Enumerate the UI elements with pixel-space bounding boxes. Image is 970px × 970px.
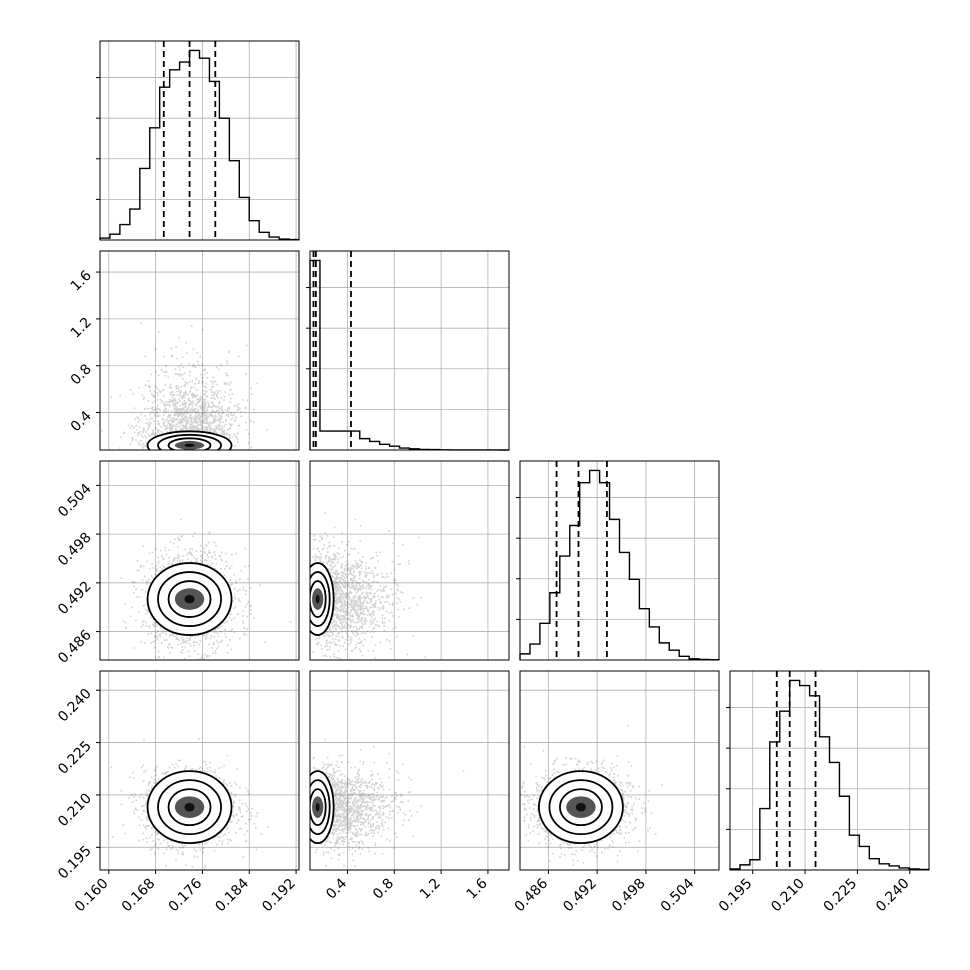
hist-panel-1: [306, 250, 510, 451]
histogram-step: [729, 679, 930, 871]
hist-panel-3: [726, 670, 930, 871]
panel-frame: [309, 460, 510, 661]
y-tick-label: 0.498: [55, 530, 95, 570]
x-tick-label: 1.6: [464, 875, 491, 902]
panel-frame: [99, 670, 300, 871]
y-tick-label: 0.492: [55, 578, 95, 618]
histogram-step: [99, 49, 300, 241]
scatter-panel-1-2: [310, 461, 509, 660]
panel-frame: [309, 250, 510, 451]
x-tick-label: 0.8: [370, 876, 397, 903]
density-peak: [315, 594, 320, 604]
scatter-points: [312, 738, 465, 867]
density-peak: [315, 802, 320, 812]
scatter-panel-1-3: [310, 671, 509, 870]
histogram-step: [519, 469, 720, 661]
y-tick-label: 0.195: [55, 843, 95, 883]
contours: [310, 770, 335, 845]
y-tick-label: 1.2: [68, 314, 95, 341]
contours: [146, 562, 233, 636]
y-tick-label: 0.240: [55, 686, 95, 726]
y-tick-label: 1.6: [68, 268, 95, 295]
scatter-points: [312, 512, 426, 660]
density-peak: [575, 802, 586, 812]
x-tick-label: 0.195: [716, 876, 756, 916]
x-tick-label: 0.4: [323, 875, 350, 902]
y-tick-label: 0.210: [55, 790, 95, 830]
y-tick-label: 0.4: [68, 408, 95, 435]
x-tick-label: 0.498: [609, 876, 649, 916]
x-tick-label: 0.486: [512, 875, 552, 915]
scatter-panel-0-1: [100, 251, 299, 450]
y-tick-label: 0.8: [68, 361, 95, 388]
x-tick-label: 0.492: [560, 876, 600, 916]
scatter-panel-0-2: [100, 461, 299, 660]
scatter-panel-2-3: [520, 671, 719, 870]
contour-line: [559, 788, 603, 827]
contour-line: [310, 571, 331, 627]
contour-line: [167, 437, 212, 450]
scatter-panel-0-3: [100, 671, 299, 870]
panel-frame: [309, 670, 510, 871]
contour-line: [548, 779, 614, 836]
contour-line: [157, 571, 222, 627]
histogram-step: [309, 259, 509, 451]
y-tick-label: 0.504: [55, 481, 95, 521]
contour-line: [310, 788, 327, 827]
hist-panel-2: [516, 460, 720, 661]
y-tick-label: 0.225: [55, 738, 95, 778]
contour-line: [167, 788, 212, 827]
contour-line: [310, 580, 327, 618]
x-tick-label: 0.168: [119, 876, 159, 916]
contour-line: [157, 433, 222, 450]
x-tick-label: 0.225: [821, 876, 861, 916]
x-tick-label: 0.210: [768, 876, 808, 916]
contour-line: [167, 580, 212, 618]
panel-frame: [519, 460, 720, 661]
contour-line: [157, 779, 222, 836]
panel-frame: [519, 670, 720, 871]
panel-frame: [99, 40, 300, 241]
x-tick-label: 0.192: [259, 876, 299, 916]
contours: [310, 562, 335, 636]
y-tick-label: 0.486: [55, 627, 95, 667]
density-peak: [184, 802, 195, 812]
x-tick-label: 0.160: [72, 876, 112, 916]
contours: [146, 770, 233, 845]
x-tick-label: 1.2: [417, 876, 444, 903]
x-tick-label: 0.184: [212, 875, 252, 915]
scatter-points: [101, 322, 268, 450]
density-peak: [184, 594, 195, 604]
contour-line: [310, 779, 331, 836]
panel-frame: [99, 250, 300, 451]
x-tick-label: 0.240: [873, 876, 913, 916]
panel-frame: [99, 460, 300, 661]
density-peak: [184, 443, 195, 447]
contours: [146, 430, 233, 450]
x-tick-label: 0.504: [658, 875, 698, 915]
x-tick-label: 0.176: [166, 875, 206, 915]
panel-frame: [729, 670, 930, 871]
hist-panel-0: [96, 40, 300, 241]
contours: [538, 770, 624, 845]
